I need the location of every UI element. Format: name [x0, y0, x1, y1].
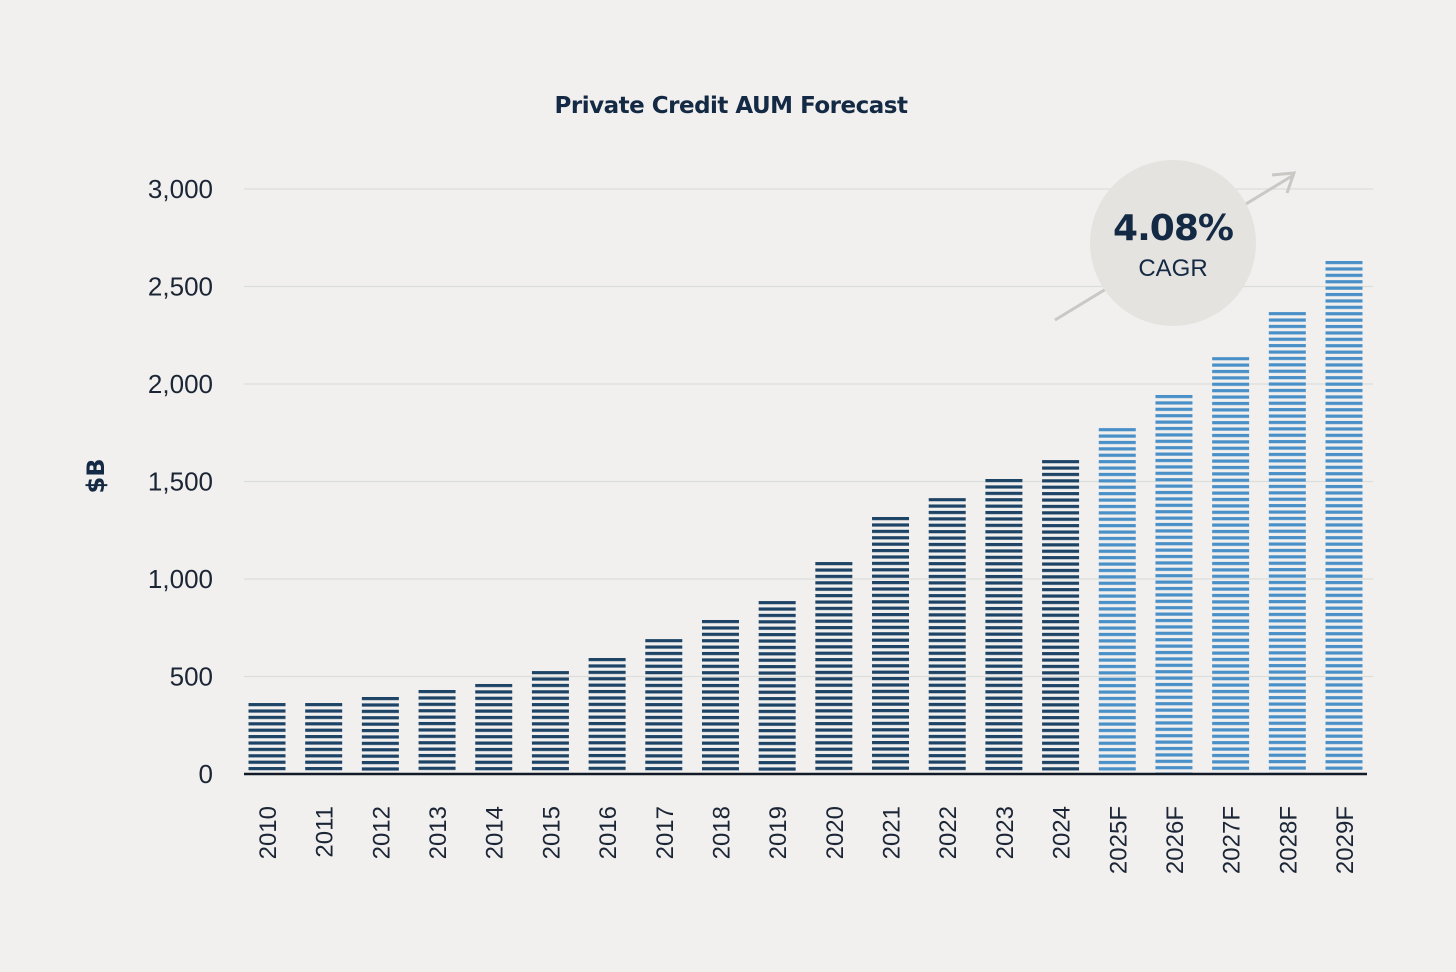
- x-tick-label: 2011: [312, 806, 339, 858]
- y-tick-label: 1,000: [148, 564, 213, 594]
- y-tick-label: 0: [199, 759, 213, 789]
- x-tick-label: 2020: [822, 806, 849, 859]
- cagr-circle: [1090, 160, 1256, 326]
- x-tick-label: 2019: [765, 806, 792, 859]
- chart-title: Private Credit AUM Forecast: [555, 93, 908, 119]
- bar-2025F: [1098, 428, 1136, 773]
- y-axis-label: $B: [82, 459, 110, 494]
- x-tick-label: 2028F: [1275, 806, 1302, 874]
- x-tick-label: 2015: [538, 806, 565, 859]
- bar-2011: [305, 703, 343, 773]
- bar-2027F: [1212, 357, 1250, 773]
- x-tick-label: 2022: [935, 806, 962, 859]
- x-tick-label: 2016: [595, 806, 622, 859]
- y-tick-label: 1,500: [148, 467, 213, 497]
- x-tick-label: 2021: [879, 806, 906, 859]
- bar-2018: [701, 619, 739, 773]
- bar-2023: [985, 478, 1023, 773]
- bar-2010: [248, 703, 286, 773]
- x-tick-label: 2014: [482, 806, 509, 859]
- bar-2024: [1042, 460, 1080, 773]
- bar-2020: [815, 562, 853, 773]
- x-tick-label: 2013: [425, 806, 452, 859]
- cagr-annotation: 4.08% CAGR: [1054, 160, 1297, 326]
- arrow-head-icon: [1271, 171, 1297, 194]
- x-tick-label: 2018: [708, 806, 735, 859]
- cagr-value: 4.08%: [1113, 208, 1233, 249]
- x-tick-label: 2026F: [1162, 806, 1189, 874]
- x-tick-label: 2025F: [1105, 806, 1132, 874]
- x-tick-label: 2027F: [1219, 806, 1246, 874]
- bar-2012: [361, 696, 399, 773]
- cagr-label: CAGR: [1138, 255, 1207, 282]
- y-tick-label: 3,000: [148, 174, 213, 204]
- x-tick-label: 2029F: [1332, 806, 1359, 874]
- bar-2026F: [1155, 394, 1193, 773]
- x-tick-label: 2023: [992, 806, 1019, 859]
- bar-2015: [531, 671, 569, 773]
- bar-2019: [758, 601, 796, 773]
- y-tick-label: 2,500: [148, 272, 213, 302]
- bar-2022: [928, 498, 966, 773]
- bar-2017: [645, 639, 683, 773]
- bar-2029F: [1325, 260, 1363, 774]
- y-tick-label: 500: [170, 662, 213, 692]
- y-tick-label: 2,000: [148, 369, 213, 399]
- x-tick-label: 2010: [255, 806, 282, 859]
- bar-2016: [588, 657, 626, 773]
- bar-2021: [872, 516, 910, 773]
- bar-2028F: [1268, 312, 1306, 773]
- x-tick-label: 2024: [1049, 806, 1076, 859]
- bar-2014: [475, 683, 513, 773]
- bar-2013: [418, 689, 456, 773]
- x-tick-label: 2012: [368, 806, 395, 859]
- x-tick-label: 2017: [652, 806, 679, 859]
